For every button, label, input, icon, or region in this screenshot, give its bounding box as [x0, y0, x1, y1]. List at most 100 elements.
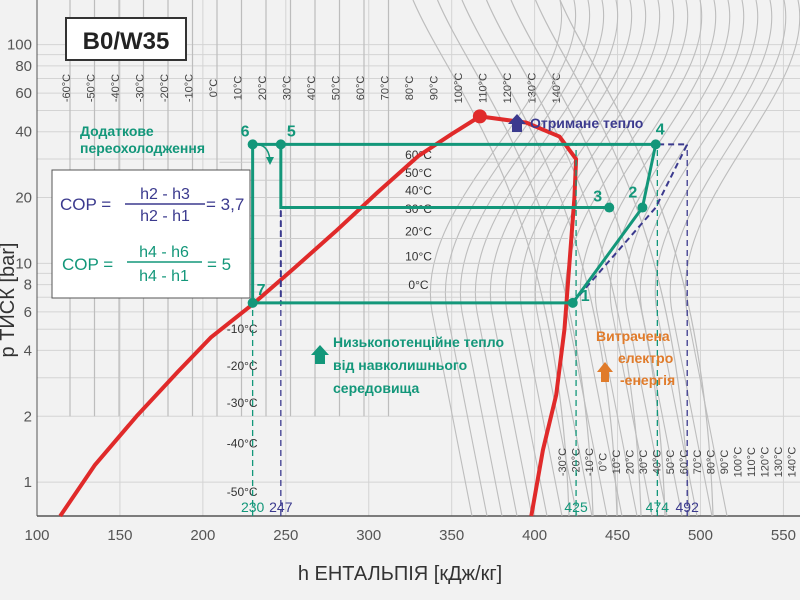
cycle-point-label: 5	[287, 123, 296, 140]
isotherm-label-bottom: 0°C	[598, 453, 610, 472]
critical-point	[472, 109, 487, 124]
isotherm-label-bottom: 140°C	[787, 447, 799, 478]
low-heat-annotation: Низькопотенційне тепло від навколишнього…	[311, 334, 504, 396]
isotherm-line	[669, 0, 787, 517]
cop1-denominator: h2 - h1	[140, 208, 190, 225]
subcooling-arrow-head	[266, 157, 274, 165]
y-tick-label: 100	[7, 37, 32, 54]
isotherm-line	[639, 0, 759, 517]
isotherm-line	[684, 0, 800, 517]
y-tick-label: 4	[24, 342, 32, 359]
isotherm-label-top: 100°C	[453, 73, 465, 104]
heat-out-label: Отримане тепло	[530, 115, 643, 131]
cycle-point-label: 3	[593, 189, 602, 206]
cop-box: COP = h2 - h3 h2 - h1 = 3,7 COP = h4 - h…	[51, 169, 251, 299]
cycle-intermediate-path	[279, 144, 610, 210]
y-tick-label: 10	[15, 255, 32, 272]
y-tick-label: 40	[15, 124, 32, 141]
cop1-value: = 3,7	[206, 195, 244, 214]
cycle-layer	[247, 139, 689, 308]
x-tick-label: 350	[439, 527, 464, 544]
y-tick-label: 60	[15, 85, 32, 102]
cycle-point	[650, 139, 661, 150]
h-marker-label: 492	[676, 499, 700, 515]
low-heat-line3: середовища	[333, 380, 420, 396]
h-marker-label: 474	[646, 499, 670, 515]
isotherm-label-top: 70°C	[380, 76, 392, 101]
h-marker-label: 247	[269, 499, 293, 515]
cycle-point	[275, 139, 286, 150]
isotherm-label-bottom: 20°C	[625, 450, 637, 475]
saturation-curve	[58, 114, 579, 518]
isotherm-line	[549, 0, 675, 517]
isotherm-label-top: -10°C	[184, 74, 196, 102]
y-tick-label: 6	[24, 304, 32, 321]
y-tick-label: 80	[15, 58, 32, 75]
isotherm-label-top: 30°C	[282, 76, 294, 101]
isotherm-label-top: 40°C	[306, 76, 318, 101]
isotherm-label-left: -40°C	[227, 437, 258, 451]
y-tick-label: 20	[15, 190, 32, 207]
isotherm-label-top: -30°C	[135, 74, 147, 102]
up-arrow-icon	[597, 362, 613, 382]
isotherm-label-dome: 10°C	[405, 249, 432, 263]
subcooling-line2: переохолодження	[80, 140, 205, 156]
isotherm-label-bottom: -30°C	[557, 448, 569, 476]
isotherm-line	[459, 0, 591, 517]
isotherm-line	[504, 0, 633, 517]
isotherm-line	[474, 0, 605, 517]
up-arrow-icon	[311, 345, 329, 364]
chart-title: B0/W35	[83, 28, 170, 55]
isotherm-label-bottom: 50°C	[665, 450, 677, 475]
isotherm-label-bottom: 60°C	[679, 450, 691, 475]
isotherm-label-bottom: 30°C	[638, 450, 650, 475]
cop2-value: = 5	[207, 255, 231, 274]
isotherm-label-top: -50°C	[86, 74, 98, 102]
low-heat-line1: Низькопотенційне тепло	[333, 334, 504, 350]
x-tick-label: 500	[688, 527, 713, 544]
cycle-point	[247, 297, 258, 308]
cycle-point-label: 4	[656, 121, 665, 138]
isotherm-label-dome: 50°C	[405, 166, 432, 180]
isotherm-label-dome: 40°C	[405, 184, 432, 198]
isotherm-label-top: 0°C	[208, 79, 220, 98]
isotherm-label-top: -20°C	[159, 74, 171, 102]
cycle-point-label: 6	[241, 123, 250, 140]
isotherm-label-top: 120°C	[502, 73, 514, 104]
cycle-point-label: 2	[628, 185, 637, 202]
subcooling-annotation: Додаткове переохолодження	[80, 123, 274, 165]
isotherm-line	[654, 0, 773, 517]
isotherm-line	[489, 0, 619, 517]
x-tick-label: 100	[24, 527, 49, 544]
x-axis-label: h ЕНТАЛЬПІЯ [кДж/кг]	[298, 563, 502, 585]
isotherm-label-left: -30°C	[227, 396, 258, 410]
cop2-label: COP =	[62, 255, 113, 274]
isotherm-label-dome: 0°C	[408, 278, 428, 292]
x-tick-label: 200	[190, 527, 215, 544]
isotherm-label-top: -60°C	[61, 74, 73, 102]
cycle-point	[567, 297, 578, 308]
x-tick-label: 550	[771, 527, 796, 544]
isotherm-label-bottom: 10°C	[611, 450, 623, 475]
heat-out-annotation: Отримане тепло	[508, 114, 643, 132]
h-marker-label: 230	[241, 499, 265, 515]
isotherm-layer: -60°C -50°C -40°C -30°C -20°C -10°C 0°C 10°C 20°…	[61, 0, 800, 517]
isotherm-line	[534, 0, 690, 517]
low-heat-line2: від навколишнього	[333, 357, 467, 373]
isotherm-line	[519, 0, 647, 517]
isotherm-label-left: -50°C	[227, 485, 258, 499]
cop-box-frame	[51, 169, 251, 299]
isotherm-line	[624, 0, 745, 517]
isotherm-line	[609, 0, 731, 517]
x-tick-label: 250	[273, 527, 298, 544]
title-box: B0/W35	[65, 17, 187, 61]
y-tick-label: 8	[24, 277, 32, 294]
x-tick-label: 450	[605, 527, 630, 544]
isotherm-label-bottom: 80°C	[706, 450, 718, 475]
isotherm-label-left: -20°C	[227, 359, 258, 373]
cycle-point	[604, 202, 615, 213]
h-marker-label: 425	[564, 499, 588, 515]
isotherm-label-top: 130°C	[527, 73, 539, 104]
y-tick-label: 1	[24, 474, 32, 491]
